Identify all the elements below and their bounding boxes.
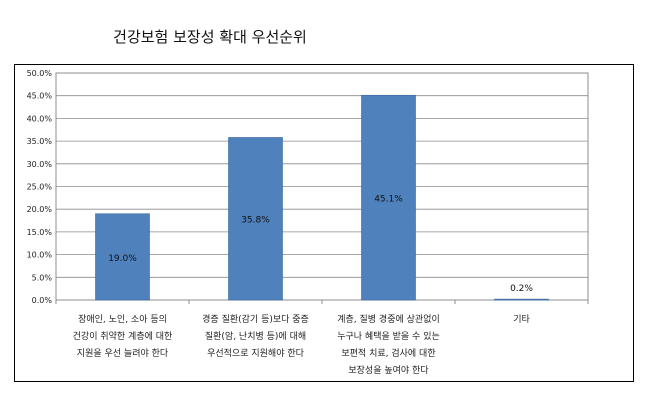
x-category-label: 누구나 혜택을 받을 수 있는: [337, 330, 440, 342]
bar: [361, 94, 416, 301]
x-category-label: 지원을 우선 늘려야 한다: [77, 348, 169, 359]
y-tick-label: 10.0%: [27, 251, 53, 260]
data-label: 35.8%: [241, 216, 270, 226]
y-tick-label: 0.0%: [32, 296, 53, 305]
x-category-label: 보편적 치료, 검사에 대한: [341, 347, 435, 359]
x-category-label: 경증 질환(감기 등)보다 중증: [202, 313, 309, 325]
data-label: 0.2%: [510, 284, 533, 294]
bar: [228, 137, 283, 301]
y-tick-label: 30.0%: [27, 160, 53, 169]
data-label: 45.1%: [374, 195, 403, 205]
y-tick-label: 5.0%: [32, 273, 53, 282]
y-tick-label: 20.0%: [27, 205, 53, 214]
x-category-label: 건강이 취약한 계층에 대한: [73, 330, 173, 342]
y-tick-label: 35.0%: [27, 137, 53, 146]
bar: [494, 298, 549, 301]
x-category-label: 질환(암, 난치병 등)에 대해: [205, 330, 306, 342]
x-category-label: 장애인, 노인, 소아 등의: [78, 314, 167, 325]
x-category-label: 보장성을 높여야 한다: [348, 364, 429, 376]
y-tick-label: 45.0%: [27, 92, 53, 101]
x-category-label: 기타: [513, 314, 530, 325]
bar: [95, 213, 150, 301]
data-label: 19.0%: [108, 254, 137, 264]
chart-title: 건강보험 보장성 확대 우선순위: [113, 28, 307, 46]
y-tick-label: 25.0%: [27, 183, 53, 192]
x-category-label: 계층, 질병 경중에 상관없이: [337, 313, 440, 325]
y-tick-label: 40.0%: [27, 114, 53, 123]
y-tick-label: 15.0%: [27, 228, 53, 237]
x-category-label: 우선적으로 지원해야 한다: [207, 347, 305, 359]
y-tick-label: 50.0%: [27, 69, 53, 78]
